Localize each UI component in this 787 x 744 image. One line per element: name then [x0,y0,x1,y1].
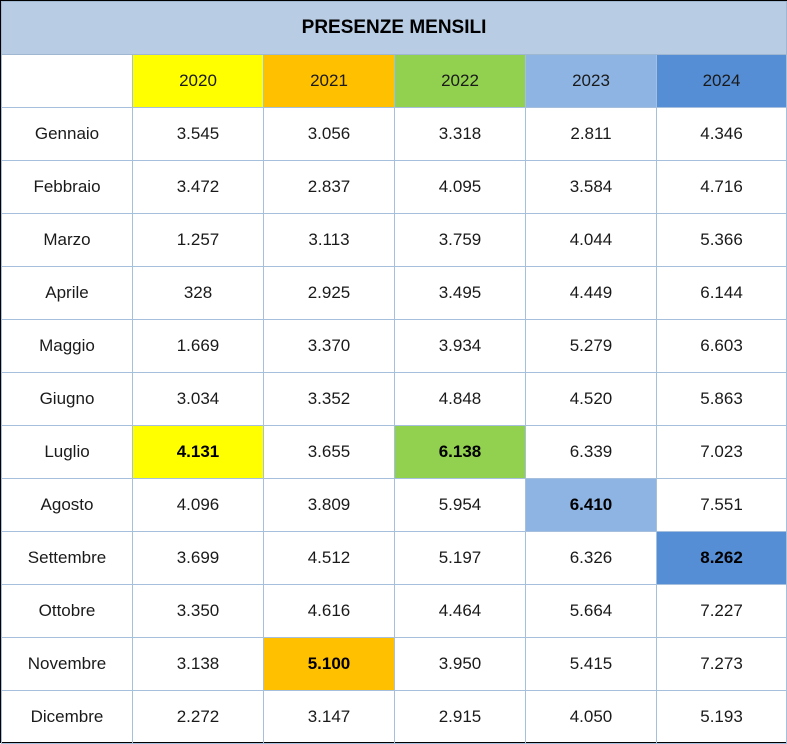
table-title: PRESENZE MENSILI [0,1,787,55]
value-cell-2020: 3.138 [132,637,264,691]
month-row-febbraio: Febbraio 3.472 2.837 4.095 3.584 4.716 [1,160,787,214]
value-cell-2020: 2.272 [132,690,264,744]
month-row-settembre: Settembre 3.699 4.512 5.197 6.326 8.262 [1,531,787,585]
month-label: Febbraio [1,160,133,214]
year-header-2020: 2020 [132,54,264,108]
month-label: Giugno [1,372,133,426]
value-cell-2024: 7.273 [655,637,787,691]
month-label: Ottobre [1,584,133,638]
value-cell-2020: 3.350 [132,584,264,638]
value-cell-2023: 2.811 [525,107,657,161]
month-row-marzo: Marzo 1.257 3.113 3.759 4.044 5.366 [1,213,787,267]
value-cell-2021: 4.616 [263,584,395,638]
value-cell-2024: 5.193 [655,690,787,744]
value-cell-2022: 4.095 [394,160,526,214]
year-header-2021: 2021 [263,54,395,108]
value-cell-2022: 5.954 [394,478,526,532]
value-cell-2022: 3.934 [394,319,526,373]
value-cell-2024: 7.023 [655,425,787,479]
month-row-aprile: Aprile 328 2.925 3.495 4.449 6.144 [1,266,787,320]
value-cell-2024: 6.144 [655,266,787,320]
value-cell-2021: 3.147 [263,690,395,744]
month-row-agosto: Agosto 4.096 3.809 5.954 6.410 7.551 [1,478,787,532]
value-cell-2023: 4.520 [525,372,657,426]
month-label: Novembre [1,637,133,691]
month-label: Dicembre [1,690,133,744]
value-cell-2020: 1.669 [132,319,264,373]
month-label: Gennaio [1,107,133,161]
year-header-2023: 2023 [525,54,657,108]
value-cell-2020: 1.257 [132,213,264,267]
value-cell-2020: 328 [132,266,264,320]
value-cell-2021: 3.056 [263,107,395,161]
value-cell-2023: 5.415 [525,637,657,691]
value-cell-2021: 3.655 [263,425,395,479]
value-cell-2022: 2.915 [394,690,526,744]
title-row: PRESENZE MENSILI [0,1,787,55]
peak-value-cell-2021: 5.100 [263,637,395,691]
value-cell-2022: 4.464 [394,584,526,638]
value-cell-2023: 4.050 [525,690,657,744]
value-cell-2024: 4.346 [655,107,787,161]
empty-corner-cell [1,54,133,108]
value-cell-2023: 5.664 [525,584,657,638]
value-cell-2022: 3.759 [394,213,526,267]
table-body: 2020 2021 2022 2023 2024 Gennaio 3.545 3.056 3.… [1,54,787,744]
value-cell-2024: 5.366 [655,213,787,267]
value-cell-2020: 3.034 [132,372,264,426]
value-cell-2022: 4.848 [394,372,526,426]
value-cell-2022: 3.950 [394,637,526,691]
peak-value-cell-2023: 6.410 [525,478,657,532]
month-row-maggio: Maggio 1.669 3.370 3.934 5.279 6.603 [1,319,787,373]
value-cell-2021: 2.837 [263,160,395,214]
value-cell-2020: 3.545 [132,107,264,161]
value-cell-2021: 3.352 [263,372,395,426]
peak-value-cell-2020: 4.131 [132,425,264,479]
value-cell-2023: 6.339 [525,425,657,479]
value-cell-2021: 3.809 [263,478,395,532]
value-cell-2022: 5.197 [394,531,526,585]
value-cell-2024: 7.227 [655,584,787,638]
value-cell-2020: 4.096 [132,478,264,532]
value-cell-2020: 3.472 [132,160,264,214]
year-header-row: 2020 2021 2022 2023 2024 [1,54,787,108]
value-cell-2024: 4.716 [655,160,787,214]
month-row-dicembre: Dicembre 2.272 3.147 2.915 4.050 5.193 [1,690,787,744]
year-header-2024: 2024 [655,54,787,108]
month-row-ottobre: Ottobre 3.350 4.616 4.464 5.664 7.227 [1,584,787,638]
value-cell-2023: 6.326 [525,531,657,585]
value-cell-2023: 4.449 [525,266,657,320]
peak-value-cell-2022: 6.138 [394,425,526,479]
value-cell-2023: 3.584 [525,160,657,214]
value-cell-2024: 7.551 [655,478,787,532]
value-cell-2023: 4.044 [525,213,657,267]
month-row-luglio: Luglio 4.131 3.655 6.138 6.339 7.023 [1,425,787,479]
value-cell-2024: 5.863 [655,372,787,426]
month-label: Marzo [1,213,133,267]
value-cell-2022: 3.495 [394,266,526,320]
month-label: Maggio [1,319,133,373]
value-cell-2021: 3.370 [263,319,395,373]
value-cell-2020: 3.699 [132,531,264,585]
value-cell-2021: 2.925 [263,266,395,320]
peak-value-cell-2024: 8.262 [655,531,787,585]
value-cell-2022: 3.318 [394,107,526,161]
value-cell-2021: 4.512 [263,531,395,585]
value-cell-2024: 6.603 [655,319,787,373]
month-row-gennaio: Gennaio 3.545 3.056 3.318 2.811 4.346 [1,107,787,161]
month-label: Luglio [1,425,133,479]
month-row-novembre: Novembre 3.138 5.100 3.950 5.415 7.273 [1,637,787,691]
month-label: Aprile [1,266,133,320]
year-header-2022: 2022 [394,54,526,108]
month-label: Settembre [1,531,133,585]
value-cell-2021: 3.113 [263,213,395,267]
value-cell-2023: 5.279 [525,319,657,373]
month-row-giugno: Giugno 3.034 3.352 4.848 4.520 5.863 [1,372,787,426]
month-label: Agosto [1,478,133,532]
